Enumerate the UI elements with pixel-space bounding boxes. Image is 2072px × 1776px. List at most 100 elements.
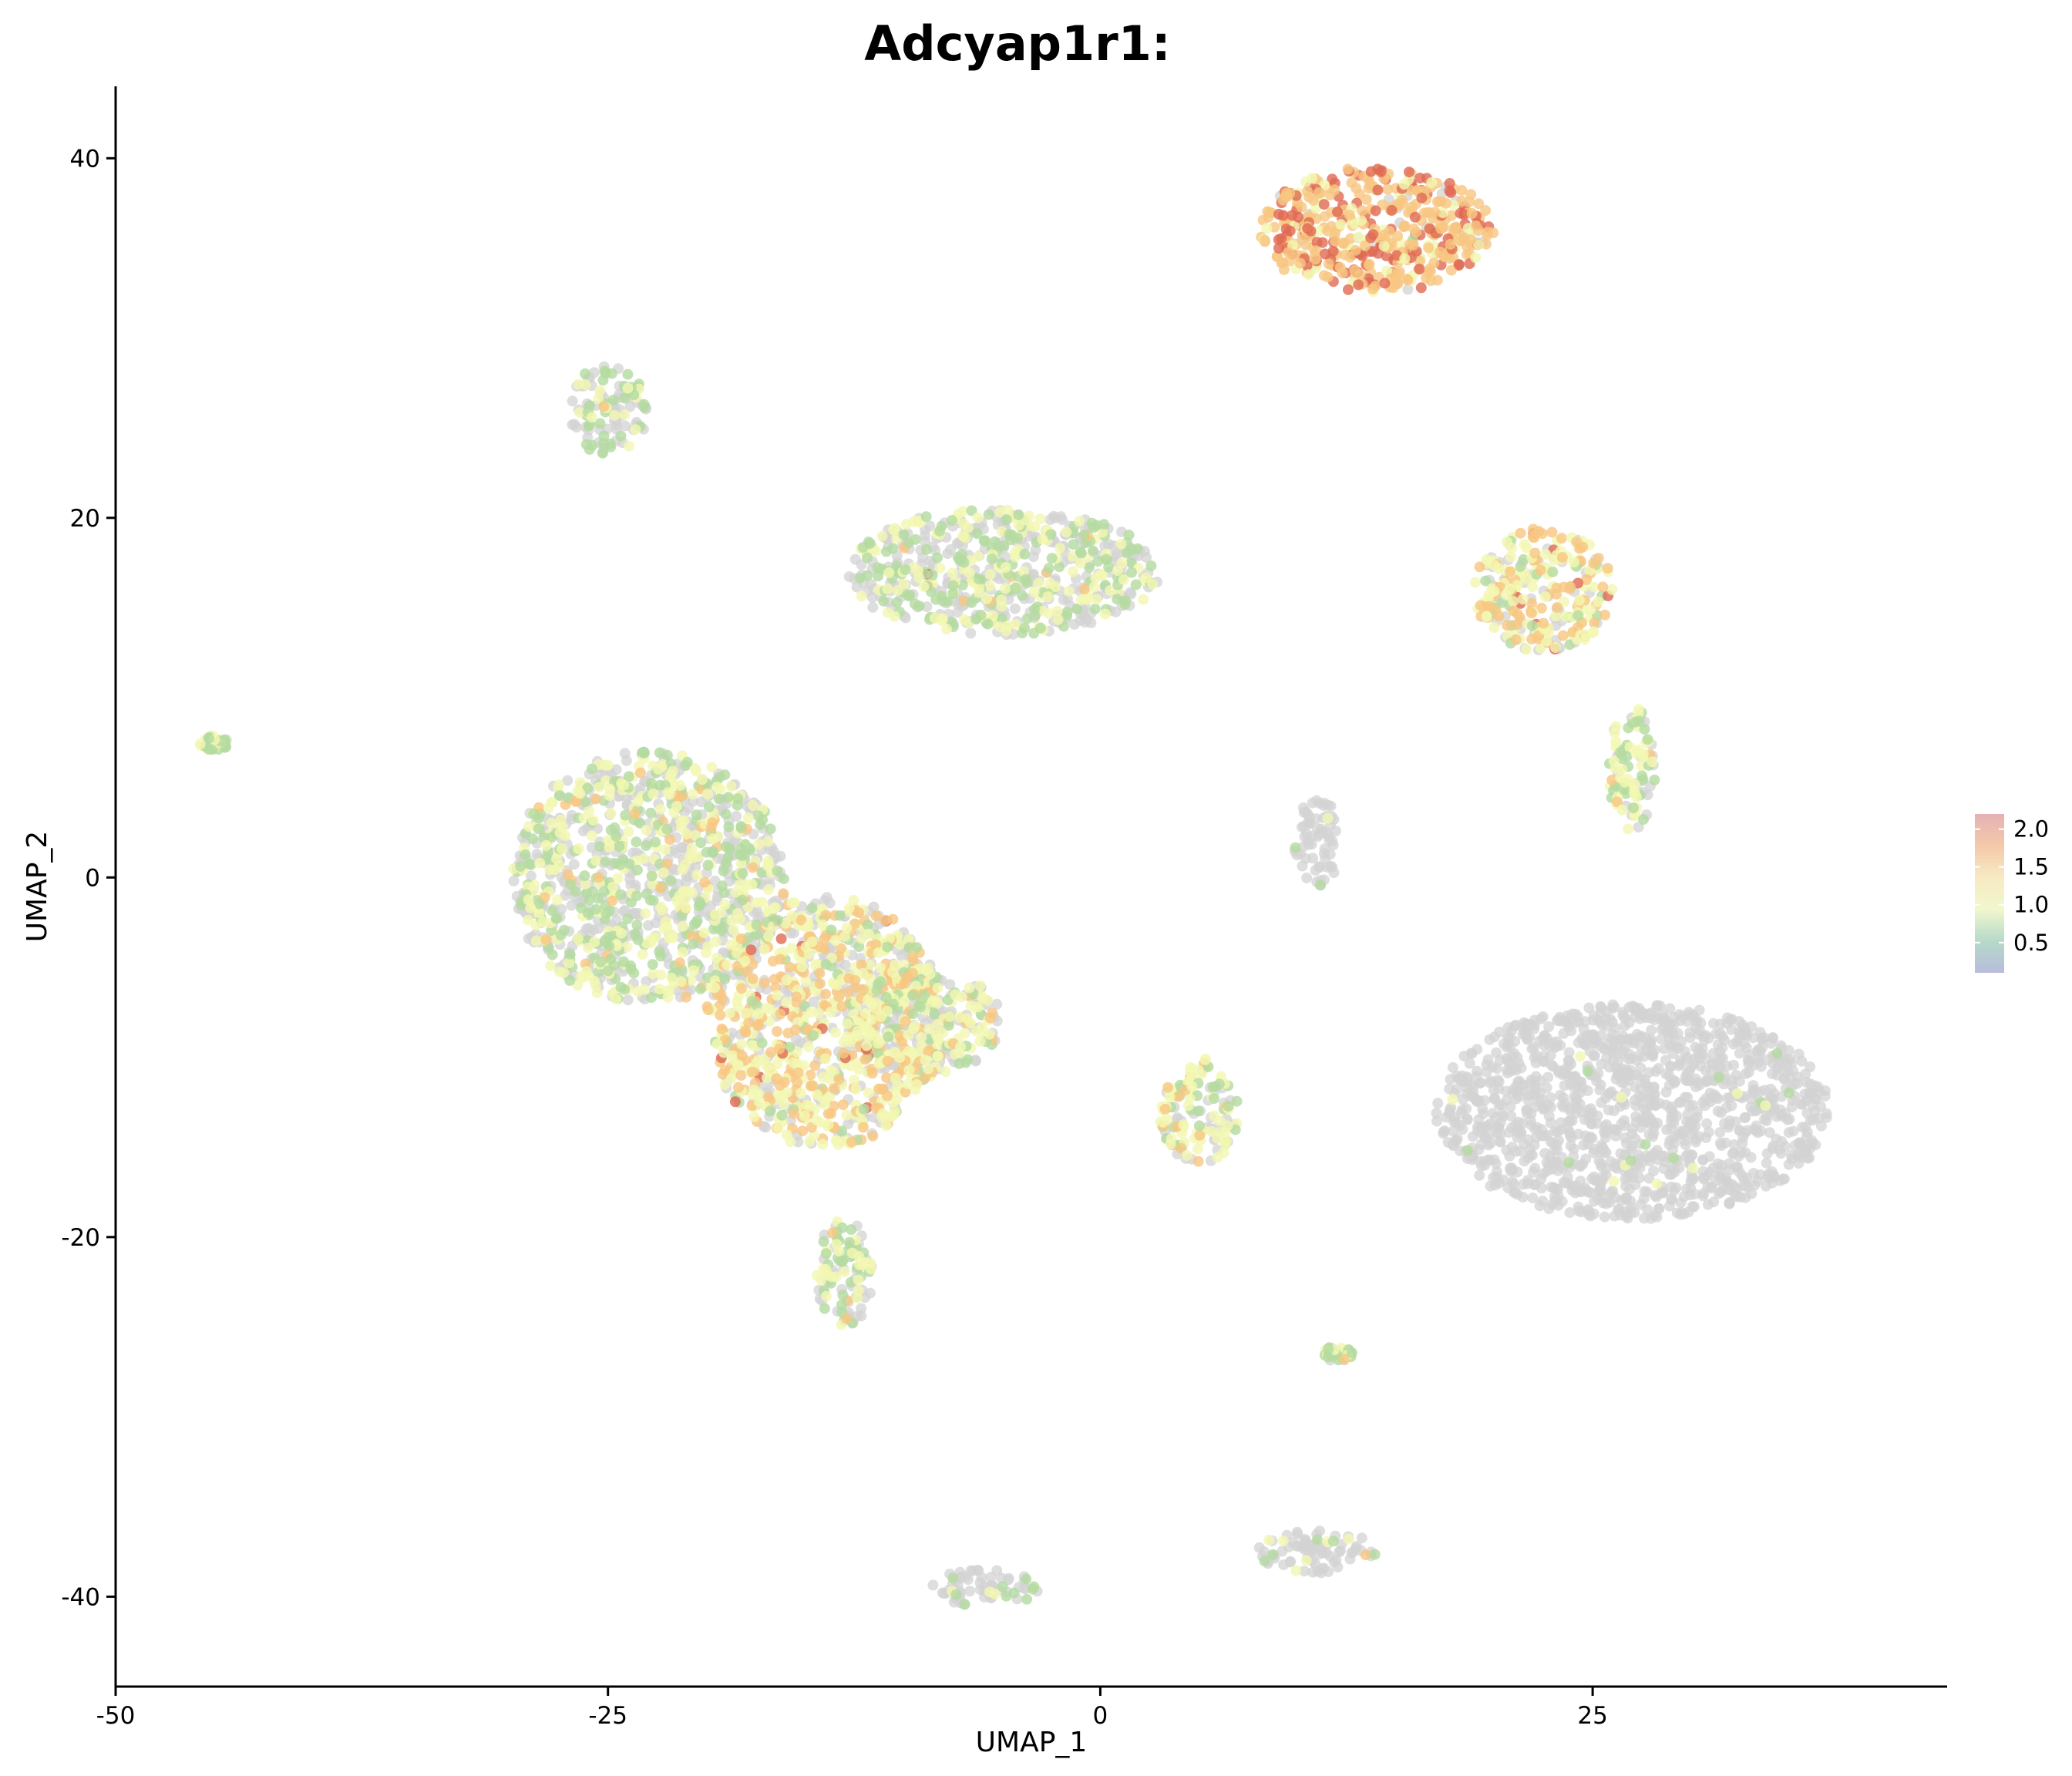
cell-point (1314, 829, 1325, 840)
cell-point (1545, 1151, 1556, 1162)
cell-point (1633, 1050, 1644, 1061)
cell-point (1061, 526, 1072, 538)
cell-point (1029, 521, 1041, 533)
cell-point (1588, 1171, 1599, 1182)
cell-point (1323, 258, 1334, 270)
cell-point (1727, 1148, 1738, 1159)
cell-point (1571, 536, 1583, 548)
cell-point (1432, 1098, 1444, 1109)
cell-point (1703, 1126, 1714, 1138)
cell-point (1342, 163, 1354, 175)
cell-point (1737, 1170, 1748, 1182)
cell-point (1765, 1038, 1777, 1049)
cell-point (1601, 1119, 1612, 1130)
cell-point (1675, 1197, 1687, 1209)
cell-point (625, 964, 637, 975)
cell-point (1596, 1030, 1607, 1041)
cell-point (1465, 234, 1477, 245)
cell-point (1667, 1144, 1679, 1155)
cell-point (1676, 1207, 1687, 1219)
cell-point (1614, 747, 1626, 758)
cell-point (1302, 836, 1314, 847)
cell-point (1595, 1002, 1606, 1014)
cell-point (1646, 1007, 1657, 1018)
cell-point (1322, 225, 1334, 237)
cell-point (1472, 1096, 1483, 1108)
cell-point (722, 851, 734, 863)
cell-point (1037, 533, 1048, 545)
cell-point (1126, 567, 1137, 578)
cell-point (1046, 553, 1058, 564)
cell-point (1610, 1192, 1621, 1203)
cell-point (1635, 1199, 1646, 1210)
cell-point (1467, 1131, 1478, 1142)
cell-point (1746, 1021, 1758, 1032)
cell-point (545, 960, 556, 971)
cell-point (586, 842, 597, 853)
cell-point (1466, 207, 1478, 219)
cell-point (1126, 544, 1138, 555)
cell-point (763, 884, 774, 895)
cell-point (1378, 240, 1390, 252)
cell-point (1664, 1003, 1676, 1014)
cell-point (758, 977, 770, 989)
cell-point (1697, 1155, 1709, 1166)
cell-point (701, 789, 713, 800)
cell-point (1089, 604, 1101, 614)
cell-point (1588, 1208, 1599, 1219)
cell-point (762, 855, 774, 866)
cell-point (854, 572, 866, 584)
cell-point (1684, 1153, 1695, 1165)
cell-point (891, 597, 903, 608)
cell-point (1310, 813, 1322, 825)
cell-point (1505, 566, 1515, 577)
cell-point (1294, 257, 1306, 269)
cell-point (609, 409, 621, 421)
cell-point (1634, 1031, 1645, 1043)
cell-point (1771, 1111, 1782, 1122)
cell-point (598, 401, 610, 412)
cell-point (1657, 1014, 1668, 1026)
cell-point (1431, 1108, 1442, 1119)
cell-point (1529, 1101, 1541, 1112)
cell-point (927, 1579, 939, 1591)
cell-point (1556, 1124, 1568, 1135)
cell-point (631, 920, 643, 930)
cell-point (1464, 196, 1475, 207)
cell-point (1733, 1033, 1744, 1044)
cell-point (629, 808, 641, 819)
cell-point (597, 447, 608, 459)
cell-point (635, 767, 646, 779)
cell-point (1350, 244, 1361, 256)
cell-point (736, 894, 748, 906)
cell-point (1547, 1061, 1559, 1072)
cell-point (970, 1054, 981, 1066)
cell-point (972, 512, 984, 523)
cell-point (1399, 253, 1411, 264)
cell-point (719, 769, 731, 781)
cell-point (1320, 248, 1330, 260)
cell-point (1001, 514, 1012, 526)
cell-point (1572, 610, 1584, 621)
cell-point (1401, 274, 1412, 285)
cell-point (1570, 1108, 1582, 1119)
cell-point (951, 538, 963, 550)
cell-point (1529, 547, 1541, 559)
cell-point (1537, 1011, 1549, 1022)
cell-point (1691, 1106, 1703, 1117)
cell-point (821, 892, 832, 903)
cell-point (633, 796, 644, 807)
cell-point (778, 888, 789, 900)
cell-point (1115, 538, 1127, 550)
cell-point (820, 988, 832, 1000)
cell-point (1720, 1172, 1732, 1183)
cell-point (1538, 617, 1549, 629)
cell-point (610, 994, 622, 1004)
cell-point (1527, 523, 1539, 535)
cell-point (1626, 1141, 1637, 1152)
cell-point (1004, 529, 1015, 540)
cell-point (540, 934, 552, 946)
cell-point (1522, 1152, 1534, 1164)
cell-point (564, 879, 576, 890)
cell-point (859, 1292, 871, 1303)
